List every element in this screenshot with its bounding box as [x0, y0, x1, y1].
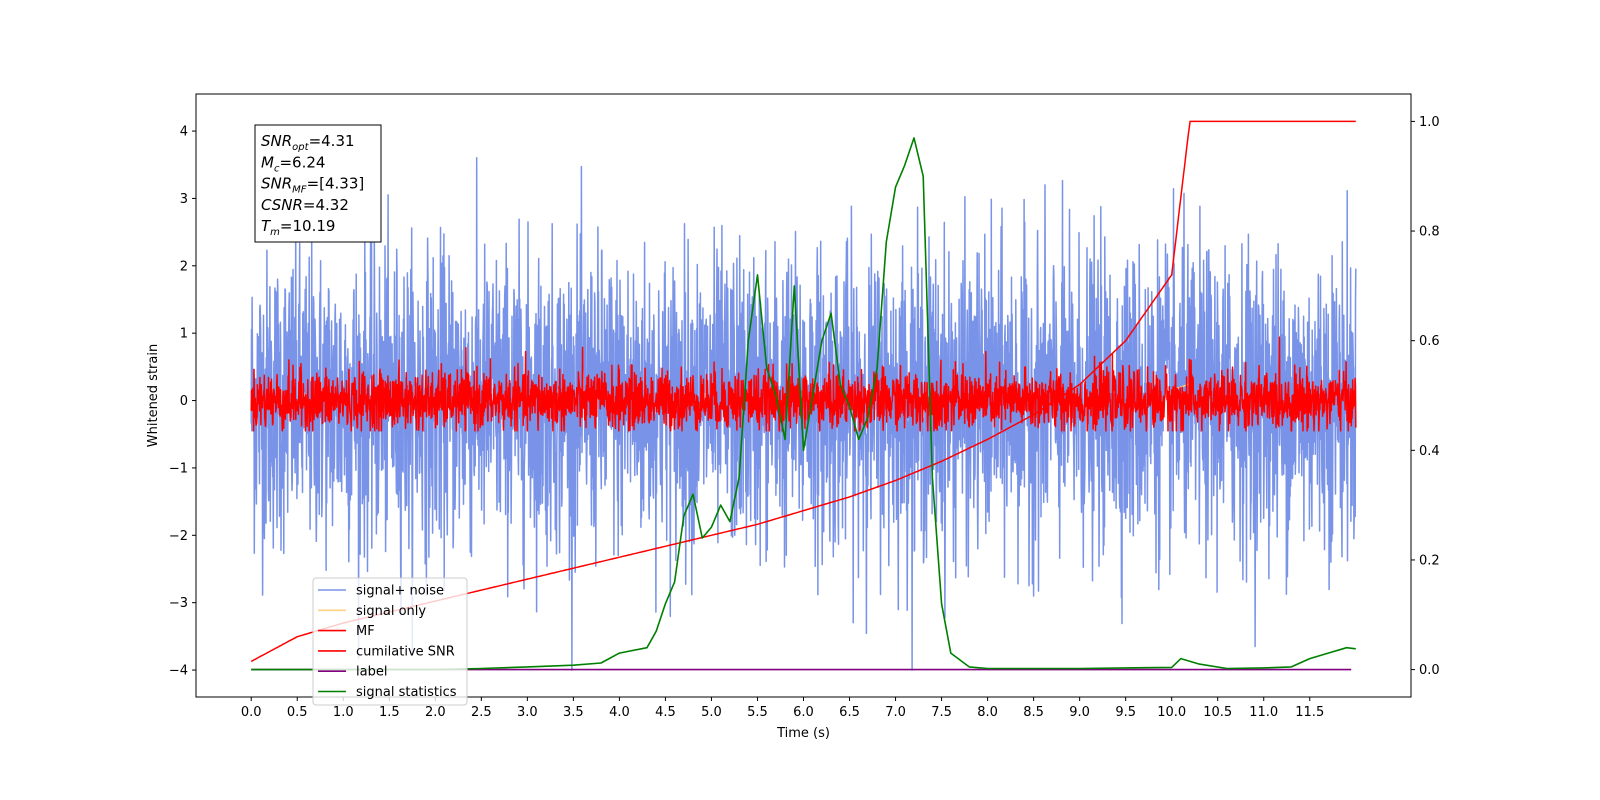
x-tick-label: 8.0 [977, 705, 998, 720]
annotation-line: Tm=10.19 [261, 217, 335, 238]
legend-entry: cumilative SNR [356, 644, 455, 659]
x-tick-label: 9.0 [1069, 705, 1090, 720]
x-tick-label: 9.5 [1115, 705, 1136, 720]
x-tick-label: 6.0 [793, 705, 814, 720]
annotation-frame [254, 124, 382, 243]
y-right-tick-label: 0.2 [1419, 553, 1440, 568]
y-left-tick-label: 0 [180, 394, 188, 409]
y-right-tick-label: 0.4 [1419, 444, 1440, 459]
series-line-0 [250, 157, 1357, 671]
y-left-tick-label: 2 [180, 259, 188, 274]
series-line-2 [250, 336, 1357, 432]
x-tick-label: 4.5 [655, 705, 676, 720]
x-tick-label: 5.0 [701, 705, 722, 720]
y-left-tick-label: −1 [169, 461, 188, 476]
x-tick-label: 2.5 [471, 705, 492, 720]
series-line-5 [251, 137, 1356, 671]
y-left-tick-label: −3 [169, 596, 188, 611]
x-tick-label: 6.5 [839, 705, 860, 720]
x-tick-label: 1.5 [379, 705, 400, 720]
x-tick-label: 11.5 [1295, 705, 1324, 720]
x-tick-label: 0.0 [241, 705, 262, 720]
x-tick-label: 7.5 [931, 705, 952, 720]
x-tick-label: 10.0 [1157, 705, 1186, 720]
y-right-tick-label: 0.8 [1419, 225, 1440, 240]
x-tick-label: 10.5 [1203, 705, 1232, 720]
annotation-line: Mc=6.24 [261, 153, 325, 174]
y-left-tick-label: −4 [169, 664, 188, 679]
x-tick-label: 4.0 [609, 705, 630, 720]
x-tick-label: 8.5 [1023, 705, 1044, 720]
x-tick-label: 7.0 [885, 705, 906, 720]
y-axis-right: 0.0 0.2 0.4 0.6 0.8 1.0 [1411, 115, 1440, 678]
x-tick-label: 0.5 [287, 705, 308, 720]
legend-frame [312, 577, 468, 706]
x-tick-label: 1.0 [333, 705, 354, 720]
legend-entry: signal+ noise [356, 584, 444, 599]
annotation-line: SNRMF=[4.33] [261, 175, 364, 196]
legend: signal+ noise signal only MF cumilative SNR… [312, 577, 468, 706]
x-tick-label: 3.5 [563, 705, 584, 720]
y-left-tick-label: −2 [169, 529, 188, 544]
x-tick-label: 11.0 [1249, 705, 1278, 720]
y-axis-label: Whitened strain [146, 344, 161, 447]
x-tick-label: 2.0 [425, 705, 446, 720]
y-left-tick-label: 1 [180, 327, 188, 342]
annotation-line: CSNR=4.32 [261, 196, 349, 214]
y-axis-left: −4 −3 −2 −1 0 1 2 3 4 [169, 125, 196, 679]
x-tick-label: 5.5 [747, 705, 768, 720]
y-right-tick-label: 1.0 [1419, 115, 1440, 130]
x-axis: 0.0 0.5 1.0 1.5 2.0 2.5 3.0 3.5 4.0 4.5 5.0 5.5 6.0 6… [241, 697, 1324, 720]
legend-entry: MF [356, 624, 375, 639]
legend-entry: signal statistics [356, 685, 457, 700]
annotation-line: SNRopt=4.31 [261, 132, 355, 153]
y-left-tick-label: 4 [180, 125, 188, 140]
x-tick-label: 3.0 [517, 705, 538, 720]
y-right-tick-label: 0.0 [1419, 663, 1440, 678]
legend-entry: label [356, 665, 387, 680]
legend-entry: signal only [356, 604, 426, 619]
y-left-tick-label: 3 [180, 192, 188, 207]
x-axis-label: Time (s) [776, 726, 830, 741]
y-right-tick-label: 0.6 [1419, 334, 1440, 349]
